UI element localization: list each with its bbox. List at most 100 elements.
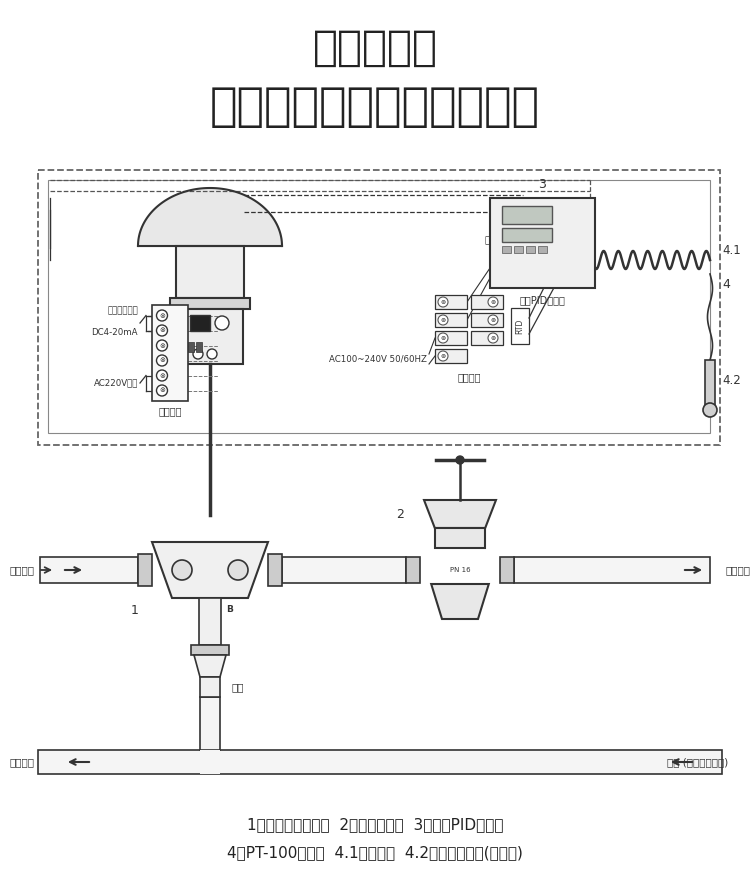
Bar	[268, 554, 282, 586]
Text: ⊗: ⊗	[159, 342, 165, 348]
Circle shape	[438, 333, 448, 343]
Bar	[282, 557, 406, 583]
Text: 1: 1	[131, 604, 139, 616]
Circle shape	[488, 297, 498, 307]
Text: 2: 2	[396, 509, 404, 522]
Text: ⊗: ⊗	[159, 313, 165, 318]
Circle shape	[488, 333, 498, 343]
Circle shape	[157, 385, 167, 396]
Text: 1: 1	[176, 386, 182, 396]
Text: 红色RED LINE: 红色RED LINE	[496, 276, 548, 284]
Circle shape	[228, 560, 248, 580]
Text: 1、电动三通调节阀  2、手动截止阀  3、智能PID调节器: 1、电动三通调节阀 2、手动截止阀 3、智能PID调节器	[247, 818, 503, 832]
Text: 6: 6	[176, 310, 182, 321]
Bar	[188, 342, 194, 352]
Text: 23: 23	[474, 316, 484, 324]
Text: 热媒介质: 热媒介质	[10, 565, 34, 575]
Bar	[200, 677, 220, 697]
Bar	[435, 313, 467, 327]
Text: ⊗: ⊗	[490, 335, 496, 340]
Bar	[406, 557, 420, 583]
Text: DN80: DN80	[203, 567, 226, 576]
Circle shape	[157, 370, 167, 381]
Bar	[435, 349, 467, 363]
Bar	[435, 331, 467, 345]
Text: 副流 (来自热交换器): 副流 (来自热交换器)	[667, 757, 728, 767]
Text: 4.2: 4.2	[722, 373, 741, 387]
Bar	[471, 313, 503, 327]
Text: 4: 4	[176, 340, 182, 350]
Text: 回热媒炉: 回热媒炉	[10, 757, 34, 767]
Text: 接线端子: 接线端子	[458, 372, 481, 382]
Bar	[538, 246, 547, 253]
Bar	[526, 246, 535, 253]
Text: 4、PT-100传感器  4.1、毛细管  4.2、传感器探头(测温点): 4、PT-100传感器 4.1、毛细管 4.2、传感器探头(测温点)	[227, 845, 523, 861]
Bar	[471, 295, 503, 309]
Circle shape	[193, 349, 203, 359]
Text: ⊗: ⊗	[159, 388, 165, 394]
Text: ⊗: ⊗	[440, 300, 446, 305]
Text: DC4-20mA: DC4-20mA	[92, 328, 138, 337]
Text: 回流: 回流	[232, 682, 244, 692]
Text: ⊗: ⊗	[159, 357, 165, 364]
Bar	[48, 180, 710, 433]
Bar	[176, 246, 244, 298]
Bar	[435, 528, 485, 548]
Circle shape	[157, 325, 167, 336]
Text: 三通分流阀控制及配管方式: 三通分流阀控制及配管方式	[210, 85, 540, 131]
Text: 22: 22	[474, 298, 484, 307]
Circle shape	[703, 403, 717, 417]
Text: 2: 2	[176, 371, 182, 380]
Bar	[152, 305, 188, 401]
Text: B: B	[226, 605, 233, 614]
Text: 4.1: 4.1	[722, 244, 741, 257]
Text: PN 16: PN 16	[450, 567, 470, 573]
Text: ⊗: ⊗	[159, 372, 165, 379]
Circle shape	[207, 349, 217, 359]
Text: ⊗: ⊗	[490, 300, 496, 305]
Bar	[471, 331, 503, 345]
Text: PN 16: PN 16	[202, 557, 228, 566]
Bar	[191, 645, 229, 655]
Circle shape	[438, 351, 448, 361]
Text: 24: 24	[474, 333, 484, 342]
Circle shape	[172, 560, 192, 580]
Bar	[196, 342, 202, 352]
Bar	[178, 309, 242, 364]
Text: ⊗: ⊗	[440, 335, 446, 340]
Bar	[200, 750, 220, 774]
Text: AC220V电压: AC220V电压	[94, 379, 138, 388]
Polygon shape	[152, 542, 268, 598]
Bar	[705, 360, 715, 410]
Text: 智能PID调节器: 智能PID调节器	[520, 295, 566, 305]
Text: A: A	[248, 546, 256, 555]
Circle shape	[438, 297, 448, 307]
Bar	[170, 298, 250, 309]
Bar	[500, 557, 514, 583]
Bar	[502, 228, 552, 242]
Bar	[502, 206, 552, 224]
Polygon shape	[424, 500, 496, 528]
Polygon shape	[194, 655, 226, 677]
Text: 25: 25	[452, 298, 462, 307]
Text: 12: 12	[452, 351, 462, 361]
Bar	[199, 598, 221, 645]
Circle shape	[215, 316, 229, 330]
Circle shape	[456, 456, 464, 464]
Bar	[38, 170, 720, 445]
Text: AC100~240V 50/60HZ: AC100~240V 50/60HZ	[329, 355, 427, 364]
Bar	[138, 554, 152, 586]
Text: ⊗: ⊗	[159, 327, 165, 333]
Text: 3: 3	[538, 178, 547, 190]
Circle shape	[488, 315, 498, 325]
Bar	[200, 697, 220, 750]
Text: 4: 4	[722, 278, 730, 292]
Bar	[502, 246, 511, 253]
Text: AB: AB	[181, 546, 195, 555]
Text: 11: 11	[452, 333, 462, 342]
Text: 进热交换器: 进热交换器	[725, 565, 750, 575]
Circle shape	[157, 310, 167, 321]
Bar	[511, 308, 529, 344]
Bar	[514, 246, 523, 253]
Bar	[514, 557, 710, 583]
